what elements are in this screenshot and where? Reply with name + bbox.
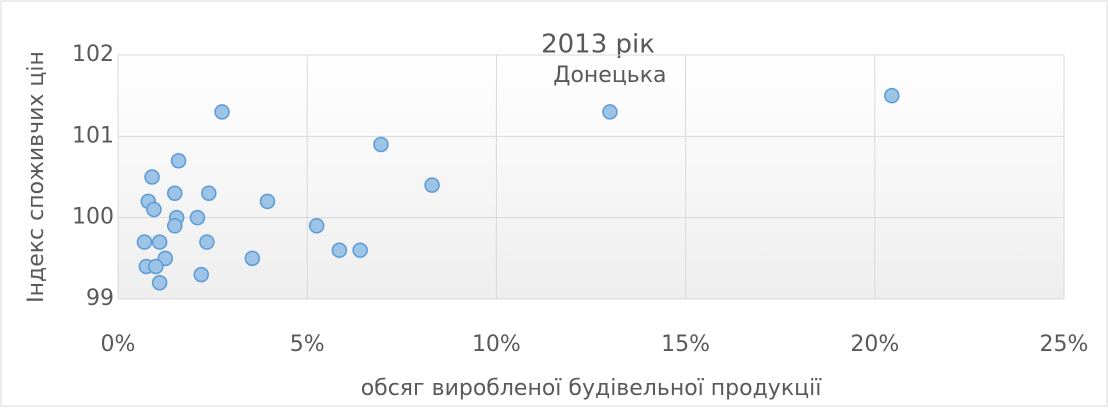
point (331, 242, 348, 258)
point (201, 185, 217, 202)
point (352, 242, 368, 258)
y-tick-label: 102 (72, 42, 114, 67)
point (136, 234, 153, 250)
point (151, 234, 168, 250)
x-tick-label: 0% (101, 332, 136, 357)
y-tick-label: 101 (72, 123, 114, 148)
point (199, 234, 215, 250)
y-tick-label: 100 (72, 205, 114, 230)
point (148, 258, 164, 275)
x-tick-label: 25% (1040, 332, 1089, 357)
point (151, 274, 168, 291)
point (170, 152, 187, 169)
x-tick-label: 5% (290, 332, 325, 357)
point (189, 209, 206, 226)
point (244, 250, 261, 267)
plot-area (118, 55, 1064, 299)
point (373, 136, 389, 153)
x-tick-label: 20% (850, 332, 899, 357)
point (144, 169, 160, 185)
x-tick-label: 15% (661, 332, 710, 357)
point (193, 266, 209, 283)
point (308, 218, 325, 234)
point (884, 87, 900, 104)
y-tick-label: 99 (86, 286, 114, 311)
point (167, 218, 183, 234)
point (424, 177, 440, 193)
annotation: Донецька (553, 63, 666, 88)
y-axis-label: Індекс споживчих цін (24, 51, 49, 303)
point (214, 104, 230, 120)
x-tick-label: 10% (472, 332, 521, 357)
point (167, 185, 183, 202)
point (259, 193, 276, 210)
x-axis-label: обсяг виробленої будівельної продукції (361, 376, 823, 401)
point (602, 104, 618, 120)
point (146, 201, 162, 218)
